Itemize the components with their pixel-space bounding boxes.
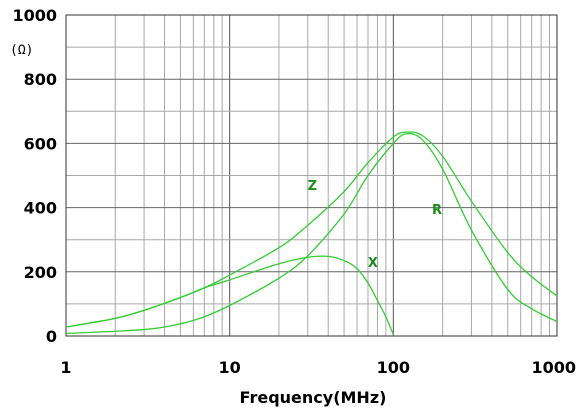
x-tick-label: 1000: [531, 358, 576, 377]
x-tick-label: 1: [60, 358, 71, 377]
curves: [65, 131, 558, 335]
grid: [65, 14, 558, 337]
y-tick-label: 600: [24, 134, 57, 153]
series-line-x: [65, 255, 394, 335]
series-label-x: X: [368, 256, 378, 271]
series-label-z: Z: [308, 179, 317, 194]
y-tick-label: 0: [46, 327, 57, 346]
y-tick-label: 800: [24, 70, 57, 89]
series-label-r: R: [432, 203, 442, 218]
plot-frame: [65, 14, 558, 337]
y-tick-label: 1000: [12, 6, 57, 25]
labels: 0 200 400 600 800 1000 1 10 100 1000 Z R X: [12, 6, 576, 377]
x-tick-label: 100: [377, 358, 410, 377]
x-axis-title: Frequency(MHz): [240, 388, 387, 407]
y-tick-label: 400: [24, 199, 57, 218]
y-tick-label: 200: [24, 263, 57, 282]
series-line-z: [65, 131, 558, 328]
series-line-r: [65, 132, 558, 335]
x-tick-label: 10: [219, 358, 241, 377]
y-unit-label: (Ω): [10, 43, 33, 58]
